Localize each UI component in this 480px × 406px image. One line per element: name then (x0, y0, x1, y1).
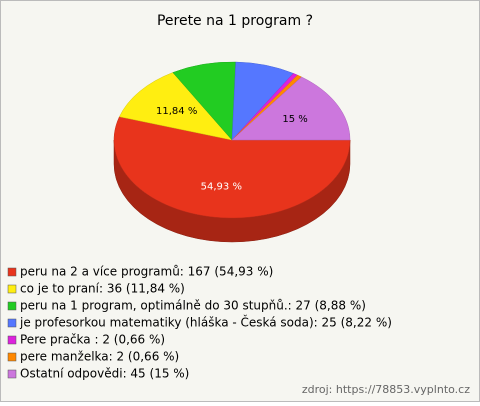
pie-slice (231, 76, 351, 141)
legend-label: je profesorkou matematiky (hláška - Česk… (19, 315, 392, 330)
chart-title: Perete na 1 program ? (157, 13, 313, 29)
legend-swatch (7, 301, 17, 311)
legend-swatch (7, 267, 17, 277)
slice-label: 15 % (282, 114, 307, 125)
legend-label: Ostatní odpovědi: 45 (15 %) (20, 367, 189, 381)
slice-label: 11,84 % (156, 106, 197, 117)
legend-label: peru na 2 a více programů: 167 (54,93 %) (20, 265, 273, 279)
legend-swatch (7, 369, 17, 379)
source: zdroj: https://78853.vyplnto.cz (302, 383, 470, 396)
pie-slice (119, 72, 233, 141)
legend-label: co je to praní: 36 (11,84 %) (20, 282, 185, 296)
legend-swatch (7, 318, 17, 328)
slice-label: 54,93 % (201, 181, 242, 192)
legend-swatch (7, 335, 17, 345)
legend-swatch (7, 352, 17, 362)
legend-swatch (7, 284, 17, 294)
legend-label: peru na 1 program, optimálně do 30 stupň… (20, 299, 366, 313)
pie-slice (113, 116, 351, 219)
legend-label: Pere pračka : 2 (0,66 %) (20, 333, 165, 347)
legend-label: pere manželka: 2 (0,66 %) (20, 350, 179, 364)
